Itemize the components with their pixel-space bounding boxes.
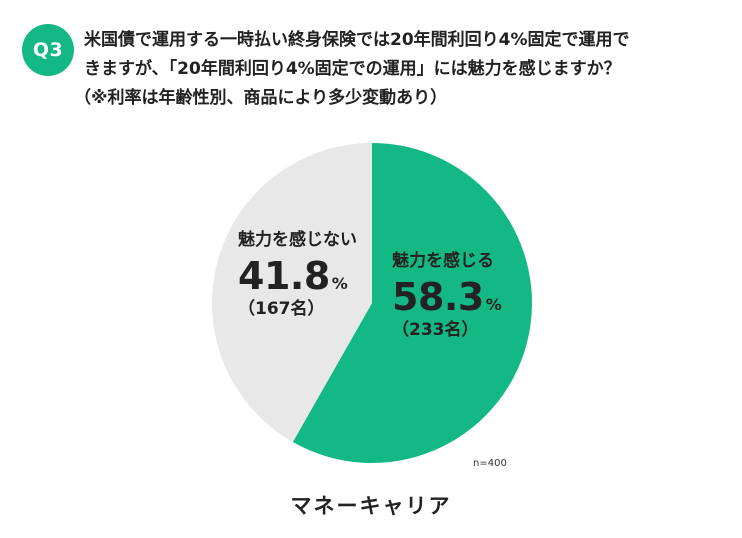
slice-count-not-attracted: （167名）: [238, 299, 325, 319]
slice-percent-not-attracted: 41.8: [238, 254, 330, 298]
question-text: 米国債で運用する一時払い終身保険では20年間利回り4%固定で運用で きますが、「…: [74, 26, 724, 113]
question-note: （※利率は年齢性別、商品により多少変動あり）: [74, 88, 448, 108]
slice-label-not-attracted: 魅力を感じない 41.8% （167名）: [238, 232, 357, 318]
pie-slice-attracted: [292, 143, 532, 463]
question-line-1: 米国債で運用する一時払い終身保険では20年間利回り4%固定で運用で: [84, 30, 630, 50]
slice-percent-attracted: 58.3: [392, 275, 484, 319]
pie-slice-not-attracted: [212, 143, 372, 443]
slice-name-not-attracted: 魅力を感じない: [238, 230, 357, 250]
slice-percent-unit-not-attracted: %: [331, 274, 348, 293]
pie-slices: [212, 143, 532, 463]
slice-name-attracted: 魅力を感じる: [392, 251, 494, 271]
brand-logo-text: マネーキャリア: [290, 494, 452, 518]
sample-size-note: n=400: [473, 458, 507, 469]
question-line-2: きますが、「20年間利回り4%固定での運用」には魅力を感じますか？: [84, 59, 621, 79]
slice-count-attracted: （233名）: [392, 320, 479, 340]
slice-label-attracted: 魅力を感じる 58.3% （233名）: [392, 253, 502, 339]
slice-percent-unit-attracted: %: [485, 295, 502, 314]
question-number-badge: Q3: [22, 24, 74, 76]
